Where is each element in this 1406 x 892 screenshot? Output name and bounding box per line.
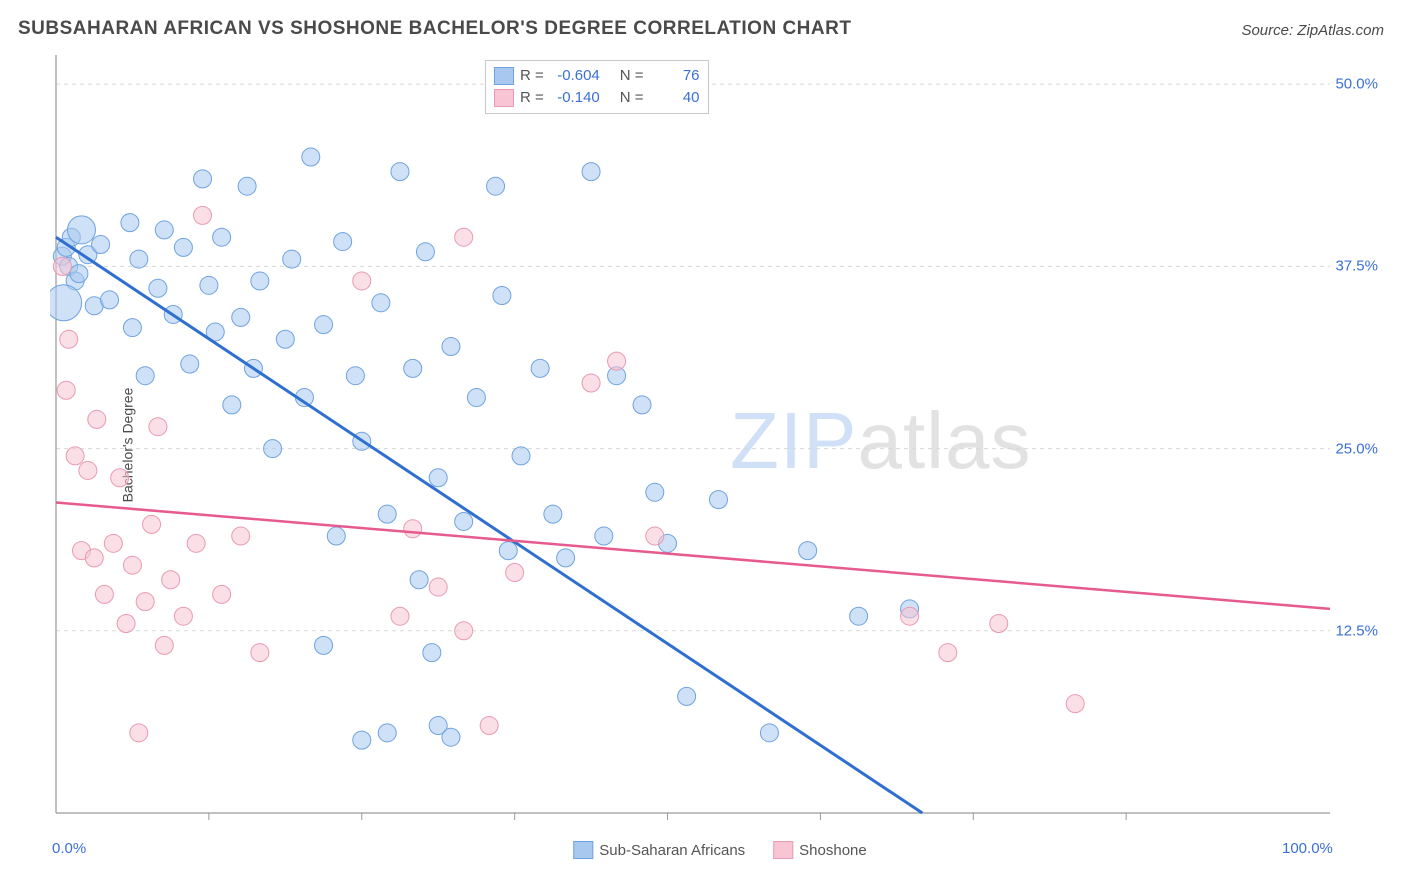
y-tick-label: 25.0%	[1335, 440, 1378, 457]
chart-plot-area: Bachelor's Degree ZIPatlas R = -0.604 N …	[50, 55, 1390, 835]
series-swatch-1	[773, 841, 793, 859]
legend-row-0: R = -0.604 N = 76	[494, 65, 700, 87]
legend-R-label: R =	[520, 87, 544, 109]
series-name-1: Shoshone	[799, 842, 867, 859]
series-swatch-0	[573, 841, 593, 859]
legend-N-label: N =	[620, 87, 644, 109]
series-legend-0: Sub-Saharan Africans	[573, 841, 745, 859]
legend-R-1: -0.140	[550, 87, 600, 109]
legend-N-0: 76	[650, 65, 700, 87]
legend-swatch-0	[494, 67, 514, 85]
chart-svg	[50, 55, 1390, 835]
y-tick-label: 37.5%	[1335, 258, 1378, 275]
x-tick-label: 100.0%	[1282, 840, 1333, 857]
legend-row-1: R = -0.140 N = 40	[494, 87, 700, 109]
x-tick-label: 0.0%	[52, 840, 86, 857]
legend-N-1: 40	[650, 87, 700, 109]
chart-title: SUBSAHARAN AFRICAN VS SHOSHONE BACHELOR'…	[18, 18, 851, 40]
legend-swatch-1	[494, 89, 514, 107]
legend-N-label: N =	[620, 65, 644, 87]
source-label: Source: ZipAtlas.com	[1241, 22, 1384, 39]
correlation-legend: R = -0.604 N = 76 R = -0.140 N = 40	[485, 60, 709, 114]
series-legend-1: Shoshone	[773, 841, 867, 859]
legend-R-label: R =	[520, 65, 544, 87]
series-legend: Sub-Saharan Africans Shoshone	[573, 841, 866, 859]
y-tick-label: 12.5%	[1335, 622, 1378, 639]
y-tick-label: 50.0%	[1335, 76, 1378, 93]
legend-R-0: -0.604	[550, 65, 600, 87]
series-name-0: Sub-Saharan Africans	[599, 842, 745, 859]
